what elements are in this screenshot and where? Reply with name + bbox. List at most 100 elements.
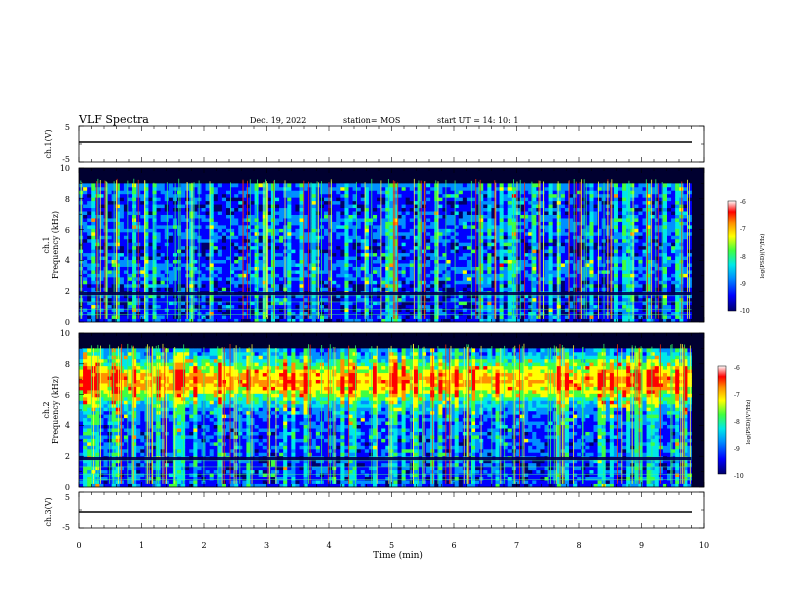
spectrogram-cell (511, 249, 517, 254)
spectrogram-cell (560, 252, 566, 257)
spectrogram-cell (258, 273, 264, 278)
spectrogram-cell (564, 221, 570, 226)
spectrogram-cell (450, 249, 456, 254)
spectrogram-cell (373, 249, 378, 254)
spectrogram-cell (540, 238, 545, 243)
spectrogram-cell (287, 224, 292, 229)
spectrogram-cell (87, 211, 92, 215)
spectrogram-cell (520, 190, 525, 195)
spectrogram-cell (99, 280, 104, 285)
spectrogram-cell (507, 238, 513, 243)
spectrogram-cell (242, 228, 247, 233)
spectrogram-cell (483, 256, 488, 261)
spectrogram-cell (148, 245, 153, 250)
spectrogram-cell (544, 242, 549, 247)
spectrogram-cell (544, 186, 549, 191)
spectrogram-cell (160, 256, 166, 261)
spectrogram-cell (413, 294, 419, 299)
spectrogram-cell (458, 283, 464, 288)
spectrogram-cell (344, 283, 349, 288)
spectrogram-cell (193, 311, 198, 316)
spectrogram-cell (250, 218, 255, 222)
spectrogram-cell (258, 252, 264, 257)
spectrogram-cell (483, 249, 488, 254)
spectrogram-cell (307, 231, 313, 236)
spectrogram-cell (564, 318, 570, 322)
spectrogram-cell (446, 245, 451, 250)
spectrogram-cell (189, 249, 194, 254)
spectrogram-cell (426, 235, 431, 240)
spectrogram-cell (454, 190, 460, 195)
spectrogram-cell (279, 207, 284, 212)
spectrogram-cell (140, 197, 145, 202)
spectrogram-cell (328, 276, 333, 281)
spectrogram-cell (368, 273, 374, 278)
spectrogram-cell (458, 301, 464, 306)
spectrogram-cell (413, 276, 419, 281)
spectrogram-cell (409, 204, 415, 209)
spectrogram-cell (128, 249, 133, 254)
spectrogram-cell (483, 218, 488, 222)
spectrogram-cell (560, 283, 566, 288)
spectrogram-cell (311, 249, 317, 254)
spectrogram-cell (123, 270, 129, 274)
spectrogram-cell (503, 218, 509, 222)
spectrogram-cell (254, 214, 260, 219)
spectrogram-cell (197, 214, 202, 219)
spectrogram-cell (462, 193, 468, 198)
spectrogram-cell (564, 204, 570, 209)
spectrogram-cell (434, 315, 439, 319)
spectrogram-cell (140, 318, 145, 322)
spectrogram-cell (413, 283, 419, 288)
spectrogram-cell (246, 221, 251, 226)
spectrogram-cell (311, 214, 317, 219)
spectrogram-cell (442, 242, 447, 247)
spectrogram-cell (491, 287, 496, 292)
spectrogram-cell (177, 221, 182, 226)
spectrogram-cell (569, 249, 574, 254)
spectrogram-cell (128, 231, 133, 236)
spectrogram-cell (230, 228, 235, 233)
spectrogram-cell (348, 235, 353, 240)
spectrogram-cell (360, 224, 366, 229)
spectrogram-cell (238, 183, 243, 188)
spectrogram-cell (458, 259, 464, 264)
spectrogram-cell (397, 207, 402, 212)
spectrogram-cell (360, 273, 366, 278)
spectrogram-cell (373, 221, 378, 226)
spectrogram-cell (160, 308, 166, 312)
spectrogram-cell (360, 235, 366, 240)
spectrogram-cell (475, 186, 480, 191)
spectrogram-cell (287, 214, 292, 219)
spectrogram-cell (569, 200, 574, 205)
spectrogram-cell (499, 221, 505, 226)
spectrogram-cell (254, 318, 260, 322)
spectrogram-cell (577, 252, 582, 257)
spectrogram-cell (450, 186, 456, 191)
spectrogram-cell (499, 238, 505, 243)
spectrogram-cell (307, 235, 313, 240)
spectrogram-cell (454, 294, 460, 299)
spectrogram-cell (234, 186, 239, 191)
spectrogram-cell (560, 224, 566, 229)
spectrogram-cell (556, 308, 562, 312)
spectrogram-cell (438, 252, 443, 257)
spectrogram-cell (123, 218, 129, 222)
spectrogram-cell (397, 235, 402, 240)
spectrogram-cell (168, 245, 174, 250)
spectrogram-cell (560, 297, 566, 302)
spectrogram-cell (303, 315, 309, 319)
spectrogram-cell (560, 249, 566, 254)
spectrogram-cell (479, 315, 484, 319)
spectrogram-cell (270, 301, 276, 306)
spectrogram-cell (573, 297, 578, 302)
spectrogram-cell (279, 270, 284, 274)
spectrogram-cell (548, 245, 554, 250)
spectrogram-cell (466, 283, 472, 288)
spectrogram-cell (560, 304, 566, 309)
spectrogram-cell (540, 190, 545, 195)
spectrogram-cell (258, 183, 264, 188)
spectrogram-cell (397, 301, 402, 306)
spectrogram-cell (540, 231, 545, 236)
spectrogram-cell (160, 200, 166, 205)
